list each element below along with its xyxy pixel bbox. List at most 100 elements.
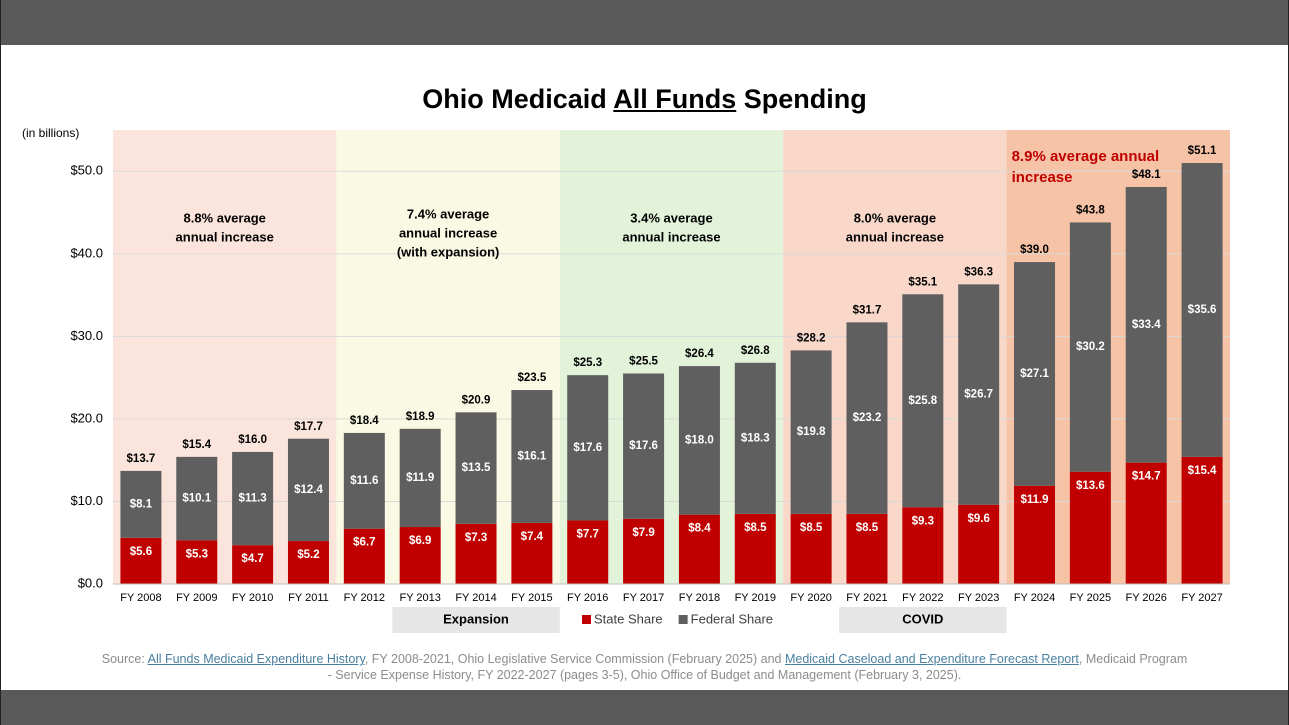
bar-segment xyxy=(846,513,888,584)
x-tick-label: FY 2020 xyxy=(790,592,831,604)
total-label: $20.9 xyxy=(462,394,491,406)
period-annotation: (with expansion) xyxy=(397,244,500,259)
total-label: $36.3 xyxy=(964,266,993,278)
source-link[interactable]: Medicaid Caseload and Expenditure Foreca… xyxy=(784,652,1079,666)
value-label: $10.1 xyxy=(182,493,211,505)
value-label: $11.9 xyxy=(406,472,434,484)
x-tick-label: FY 2015 xyxy=(511,592,552,604)
value-label: $11.9 xyxy=(1020,494,1048,506)
x-tick-label: FY 2012 xyxy=(344,592,385,604)
bar-segment xyxy=(120,537,162,584)
y-tick-label: $20.0 xyxy=(70,410,103,425)
value-label: $9.6 xyxy=(967,513,989,525)
value-label: $14.7 xyxy=(1132,471,1161,483)
x-tick-label: FY 2021 xyxy=(846,592,887,604)
value-label: $12.4 xyxy=(294,484,323,496)
bar-segment xyxy=(734,513,776,584)
top-banner xyxy=(0,0,1289,45)
bar-segment xyxy=(511,522,553,584)
x-tick-label: FY 2025 xyxy=(1070,592,1111,604)
period-annotation: annual increase xyxy=(176,229,274,244)
bar-segment xyxy=(120,470,162,538)
value-label: $8.5 xyxy=(744,522,767,534)
x-tick-label: FY 2016 xyxy=(567,592,608,604)
bar-segment xyxy=(902,507,944,584)
x-tick-label: FY 2013 xyxy=(399,592,440,604)
y-tick-label: $50.0 xyxy=(70,163,103,178)
y-tick-label: $30.0 xyxy=(70,328,103,343)
bar-segment xyxy=(846,322,888,514)
period-annotation: annual increase xyxy=(846,229,944,244)
total-label: $25.5 xyxy=(629,356,658,368)
bar-segment xyxy=(1014,262,1056,486)
period-annotation: 8.8% average xyxy=(183,210,265,225)
bar-segment xyxy=(567,375,609,521)
x-tick-label: FY 2024 xyxy=(1014,592,1055,604)
bar-segment xyxy=(1125,462,1167,584)
value-label: $30.2 xyxy=(1076,341,1105,353)
bar-segment xyxy=(1014,485,1056,584)
value-label: $6.7 xyxy=(353,537,375,549)
value-label: $19.8 xyxy=(797,426,826,438)
x-tick-label: FY 2017 xyxy=(623,592,664,604)
legend-label: State Share xyxy=(594,611,663,626)
total-label: $48.1 xyxy=(1132,169,1161,181)
source-note: Source: All Funds Medicaid Expenditure H… xyxy=(100,651,1189,683)
title-part: Spending xyxy=(736,84,867,114)
total-label: $26.4 xyxy=(685,348,714,360)
total-label: $13.7 xyxy=(127,453,156,465)
period-annotation: annual increase xyxy=(622,229,720,244)
value-label: $13.6 xyxy=(1076,480,1105,492)
bar-segment xyxy=(511,390,553,523)
x-tick-label: FY 2027 xyxy=(1181,592,1222,604)
total-label: $18.9 xyxy=(406,411,435,423)
source-link[interactable]: All Funds Medicaid Expenditure History xyxy=(147,652,365,666)
value-label: $35.6 xyxy=(1188,304,1217,316)
x-tick-label: FY 2022 xyxy=(902,592,943,604)
chart-title: Ohio Medicaid All Funds Spending xyxy=(0,84,1289,115)
bar-segment xyxy=(958,284,1000,505)
period-annotation: annual increase xyxy=(399,225,497,240)
x-tick-label: FY 2008 xyxy=(120,592,161,604)
bar-segment xyxy=(1181,456,1223,584)
legend-swatch xyxy=(582,615,591,624)
value-label: $9.3 xyxy=(912,515,934,527)
value-label: $18.0 xyxy=(685,434,714,446)
value-label: $15.4 xyxy=(1188,465,1217,477)
source-text: , Medicaid Program - Service Expense His… xyxy=(327,652,1188,682)
bar-segment xyxy=(455,523,497,584)
span-label: COVID xyxy=(902,611,943,626)
y-axis-label: (in billions) xyxy=(22,126,79,140)
bar-segment xyxy=(623,518,665,584)
value-label: $5.2 xyxy=(297,549,319,561)
title-part: All Funds xyxy=(613,84,737,114)
bar-segment xyxy=(678,514,720,584)
total-label: $16.0 xyxy=(238,434,267,446)
total-label: $17.7 xyxy=(294,421,323,433)
bar-segment xyxy=(1181,163,1223,457)
bar-segment xyxy=(232,451,274,546)
bar-segment xyxy=(1069,222,1111,472)
y-tick-label: $0.0 xyxy=(78,575,103,590)
total-label: $35.1 xyxy=(908,276,937,288)
total-label: $18.4 xyxy=(350,415,379,427)
period-annotation: 3.4% average xyxy=(630,210,712,225)
bar-segment xyxy=(343,432,385,529)
total-label: $51.1 xyxy=(1188,145,1217,157)
x-tick-label: FY 2019 xyxy=(735,592,776,604)
source-text: , FY 2008-2021, Ohio Legislative Service… xyxy=(364,652,785,666)
value-label: $17.6 xyxy=(629,440,658,452)
bar-segment xyxy=(678,366,720,515)
y-tick-label: $40.0 xyxy=(70,245,103,260)
value-label: $33.4 xyxy=(1132,319,1161,331)
bar-segment xyxy=(232,545,274,584)
x-tick-label: FY 2010 xyxy=(232,592,273,604)
period-annotation: 8.9% average annual xyxy=(1012,148,1160,165)
value-label: $13.5 xyxy=(462,462,491,474)
bar-segment xyxy=(287,541,329,584)
total-label: $25.3 xyxy=(573,357,602,369)
period-annotation: 8.0% average xyxy=(854,210,936,225)
x-tick-label: FY 2023 xyxy=(958,592,999,604)
